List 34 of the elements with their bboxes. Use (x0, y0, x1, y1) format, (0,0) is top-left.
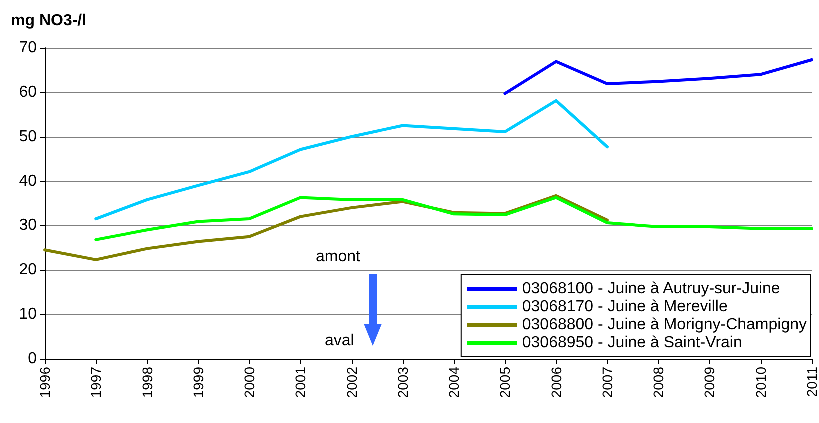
x-tick-label: 1996 (37, 366, 53, 398)
legend-label: 03068800 - Juine à Morigny-Champigny (522, 316, 807, 334)
legend-label: 03068170 - Juine à Mereville (522, 298, 728, 316)
x-tick-label: 2000 (242, 366, 258, 398)
y-tick-label: 20 (19, 262, 38, 279)
x-tick-label: 2003 (394, 366, 411, 398)
y-tick-label: 70 (19, 40, 38, 56)
x-tick-label: 2009 (702, 366, 718, 398)
x-tick-label: 2004 (446, 366, 462, 398)
y-tick-label: 30 (19, 217, 38, 234)
legend-label: 03068100 - Juine à Autruy-sur-Juine (522, 280, 780, 298)
y-axis-title: mg NO3-/l (11, 12, 87, 30)
line-series (504, 58, 814, 96)
x-tick-label: 2002 (344, 366, 360, 398)
y-tick-label: 50 (19, 128, 38, 146)
x-tick-label: 2011 (804, 366, 819, 398)
x-tick-label: 2008 (650, 366, 667, 398)
y-tick-label: 60 (19, 84, 38, 101)
x-tick-label: 1998 (139, 366, 156, 398)
y-tick-label: 0 (28, 350, 38, 368)
x-tick-label: 2007 (599, 366, 616, 398)
legend-label: 03068950 - Juine à Saint-Vrain (522, 334, 742, 352)
y-tick-label: 10 (19, 306, 38, 324)
x-tick-label: 2006 (548, 366, 564, 398)
line-series (94, 99, 609, 221)
y-tick-label: 40 (19, 172, 38, 190)
x-tick-label: 2001 (292, 366, 309, 398)
x-tick-label: 2005 (497, 366, 514, 398)
annotation: aval (325, 332, 354, 350)
x-tick-label: 1997 (88, 366, 104, 398)
x-tick-label: 2010 (752, 366, 769, 398)
x-tick-label: 1999 (190, 366, 206, 398)
annotation: amont (316, 248, 362, 266)
line-series (94, 196, 814, 242)
